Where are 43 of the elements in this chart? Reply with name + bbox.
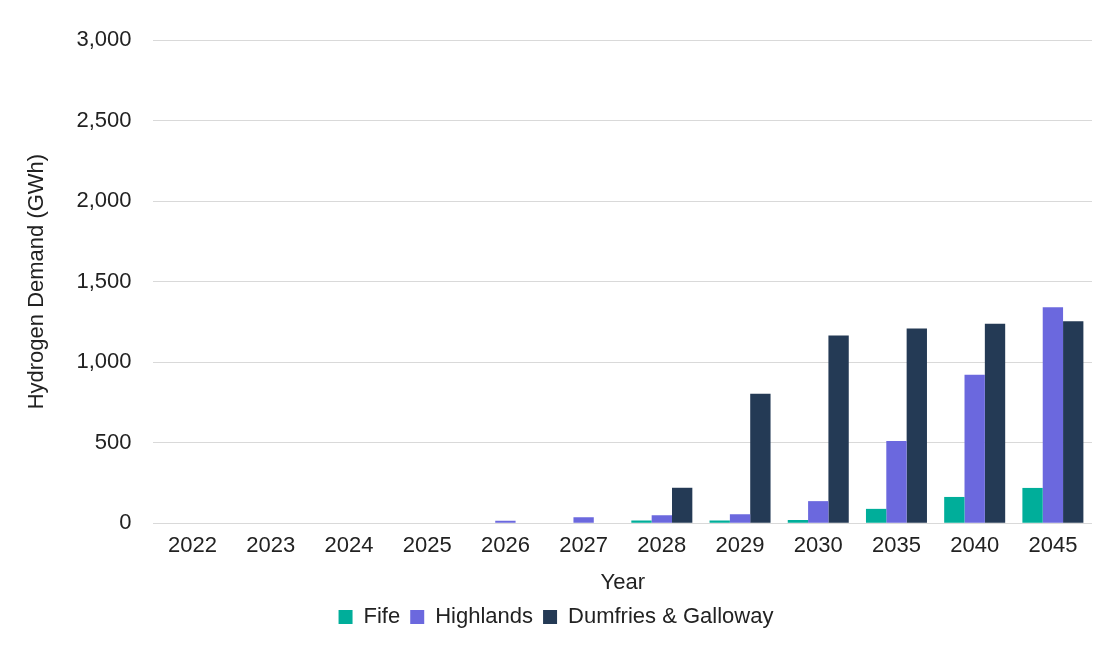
bar	[964, 374, 985, 523]
bar	[1022, 487, 1043, 523]
bar	[573, 517, 594, 523]
y-tick-label: 3,000	[76, 26, 132, 52]
bar	[984, 323, 1006, 523]
y-tick-label: 500	[94, 428, 132, 454]
legend-label: Highlands	[435, 603, 534, 629]
bar	[651, 515, 672, 523]
bar	[906, 328, 927, 523]
x-tick-label: 2030	[793, 532, 843, 558]
y-tick-label: 1,000	[76, 348, 132, 374]
bar	[865, 508, 887, 523]
x-tick-label: 2028	[637, 532, 687, 558]
y-tick-label: 0	[119, 509, 132, 535]
x-tick-label: 2023	[246, 532, 296, 558]
x-tick-label: 2025	[402, 532, 452, 558]
bar	[750, 393, 771, 523]
bar	[808, 501, 829, 523]
x-tick-label: 2027	[559, 532, 609, 558]
x-tick-label: 2045	[1028, 532, 1078, 558]
x-tick-label: 2040	[950, 532, 1000, 558]
bar	[709, 520, 730, 523]
legend-label: Fife	[363, 603, 401, 629]
y-axis-title: Hydrogen Demand (GWh)	[23, 153, 49, 410]
y-tick-label: 2,000	[76, 187, 132, 213]
legend-label: Dumfries & Galloway	[568, 603, 774, 629]
x-tick-label: 2029	[715, 532, 765, 558]
x-tick-label: 2035	[871, 532, 921, 558]
bar	[828, 335, 849, 523]
x-tick-label: 2026	[480, 532, 530, 558]
bar	[729, 514, 751, 523]
bar	[944, 496, 965, 523]
x-tick-label: 2022	[168, 532, 218, 558]
y-tick-label: 1,500	[76, 267, 132, 293]
bar	[631, 520, 652, 523]
bar	[672, 487, 693, 523]
bar	[1042, 307, 1064, 523]
x-tick-label: 2024	[324, 532, 374, 558]
bar	[787, 519, 809, 523]
bar	[1063, 321, 1084, 523]
y-tick-label: 2,500	[76, 106, 132, 132]
x-axis-title: Year	[600, 568, 645, 594]
bar	[886, 441, 907, 523]
